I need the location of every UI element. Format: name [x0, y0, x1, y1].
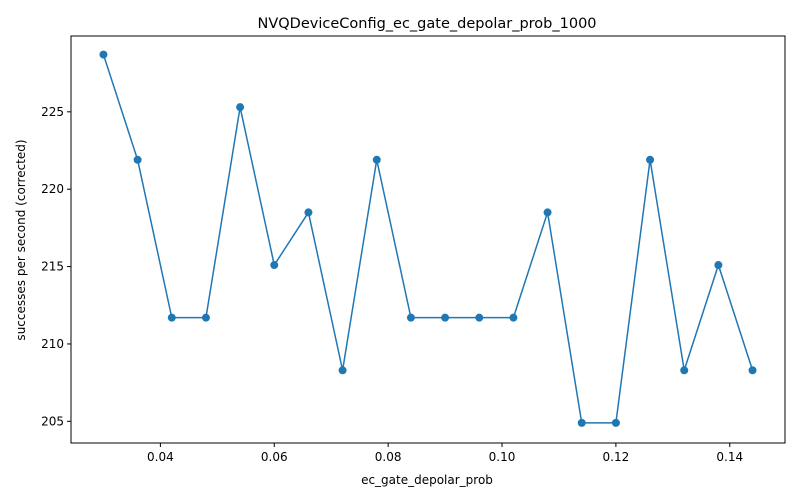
data-point: [338, 366, 347, 375]
data-point: [99, 50, 108, 59]
data-point: [475, 313, 484, 322]
y-tick-label: 220: [41, 182, 64, 196]
data-point: [646, 155, 655, 164]
data-point: [270, 261, 279, 270]
y-axis: 205 210 215 220 225: [41, 105, 71, 428]
data-point: [406, 313, 415, 322]
y-tick-label: 205: [41, 414, 64, 428]
y-tick-label: 225: [41, 105, 64, 119]
x-tick-label: 0.12: [603, 450, 630, 464]
data-point: [304, 208, 313, 217]
data-point: [201, 313, 210, 322]
x-tick-label: 0.08: [375, 450, 402, 464]
data-point: [236, 103, 245, 112]
y-tick-label: 210: [41, 337, 64, 351]
data-point: [133, 155, 142, 164]
data-point: [167, 313, 176, 322]
plot-area: [99, 50, 757, 427]
data-point: [441, 313, 450, 322]
x-axis-label: ec_gate_depolar_prob: [361, 473, 493, 487]
plot-frame: [70, 35, 786, 444]
data-point: [680, 366, 689, 375]
x-tick-label: 0.06: [261, 450, 288, 464]
series-line: [102, 54, 754, 424]
chart-title: NVQDeviceConfig_ec_gate_depolar_prob_100…: [257, 16, 596, 32]
y-axis-label: successes per second (corrected): [14, 139, 28, 340]
data-point: [543, 208, 552, 217]
x-axis: 0.04 0.06 0.08 0.10 0.12 0.14: [147, 443, 743, 464]
data-point: [714, 261, 723, 270]
data-point: [748, 366, 757, 375]
x-tick-label: 0.10: [489, 450, 516, 464]
data-point: [509, 313, 518, 322]
y-tick-label: 215: [41, 260, 64, 274]
data-point: [611, 418, 620, 427]
x-tick-label: 0.04: [147, 450, 174, 464]
x-tick-label: 0.14: [716, 450, 743, 464]
data-point: [577, 418, 586, 427]
data-point: [372, 155, 381, 164]
